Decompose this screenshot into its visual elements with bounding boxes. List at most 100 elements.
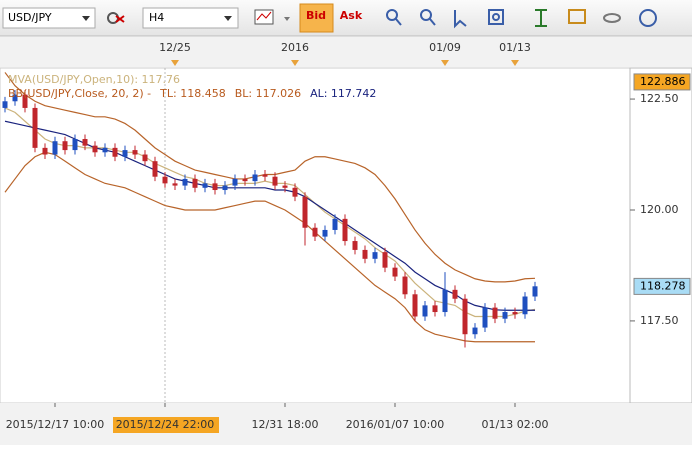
cursor-icon[interactable]: [454, 10, 467, 29]
candle-body: [402, 276, 408, 295]
x-tick-label: 01/13 02:00: [482, 418, 549, 431]
top-date-label: 01/13: [499, 41, 531, 54]
selected-label-bg: [113, 417, 219, 433]
candle-body: [492, 307, 498, 319]
candle-body: [262, 174, 268, 177]
globe-icon[interactable]: [639, 9, 657, 27]
zoom-in-icon[interactable]: [386, 9, 402, 26]
candle-body: [472, 327, 478, 335]
candle-body: [242, 178, 248, 182]
tool-icons: [386, 9, 657, 29]
candle-body: [432, 305, 438, 313]
candle-body: [182, 178, 188, 186]
indicator-line: [4, 72, 536, 283]
date-marker: [291, 60, 299, 66]
candle-body: [422, 305, 428, 317]
y-tick-label: 117.50: [640, 314, 679, 327]
legend-text: BB(USD/JPY,Close, 20, 2) -: [8, 87, 151, 100]
candle-body: [362, 249, 368, 259]
date-marker: [511, 60, 519, 66]
candle-body: [312, 227, 318, 237]
candle-body: [512, 312, 518, 315]
candle-body: [272, 176, 278, 186]
candle-body: [142, 154, 148, 162]
top-date-label: 12/25: [159, 41, 191, 54]
legend-text: AL: 117.742: [310, 87, 376, 100]
chart: 117.50 120.00 122.50 2015/12/17 10:00 2015/1…: [2, 41, 691, 433]
candle-body: [222, 185, 228, 191]
settings-icon[interactable]: [568, 9, 586, 24]
candle-body: [442, 289, 448, 313]
indicator-line: [4, 151, 535, 343]
candle-body: [112, 147, 118, 157]
candle-body: [132, 150, 138, 155]
candle-body: [122, 150, 128, 157]
candle-body: [2, 101, 8, 108]
price-marker-bg: [633, 277, 691, 295]
top-date-label: 2016: [281, 41, 309, 54]
candle-body: [102, 147, 108, 153]
date-strip: [0, 37, 692, 67]
candle-body: [502, 312, 508, 319]
candle-body: [32, 107, 38, 148]
candle-body: [72, 138, 78, 151]
candle-body: [392, 267, 398, 277]
candle-body: [172, 183, 178, 186]
candle-body: [372, 252, 378, 259]
candle-body: [282, 185, 288, 188]
candle-body: [342, 218, 348, 242]
legend-text: TL: 118.458: [159, 87, 226, 100]
candle-body: [292, 187, 298, 197]
x-tick-label: 2015/12/17 10:00: [6, 418, 105, 431]
candle-body: [62, 141, 68, 151]
candle-body: [412, 294, 418, 317]
candle-body: [322, 229, 328, 237]
dropdown-arrow: [284, 17, 290, 21]
indicator-icon[interactable]: [107, 12, 125, 24]
period-select[interactable]: [142, 7, 239, 29]
price-marker: 118.278: [640, 279, 686, 292]
candle-body: [522, 296, 528, 315]
search-icon[interactable]: [488, 9, 504, 25]
x-tick-label: 12/31 18:00: [252, 418, 319, 431]
candle-body: [302, 196, 308, 228]
candle-body: [52, 141, 58, 155]
ask-label: Ask: [340, 9, 363, 22]
legend-text: BL: 117.026: [235, 87, 301, 100]
candle-body: [352, 241, 358, 250]
candle-body: [162, 176, 168, 184]
line-tool-icon[interactable]: [535, 9, 547, 27]
x-tick-label: 2015/12/24 22:00: [116, 418, 215, 431]
candle-body: [382, 252, 388, 268]
candle-body: [212, 183, 218, 191]
y-tick-label: 122.50: [640, 92, 679, 105]
price-marker: 122.886: [640, 75, 686, 88]
candle-body: [482, 307, 488, 328]
x-tick-label: 2016/01/07 10:00: [346, 418, 445, 431]
candle-body: [12, 94, 18, 102]
dropdown-arrow: [82, 16, 90, 21]
date-marker: [171, 60, 179, 66]
chart-type-icon[interactable]: [254, 9, 274, 25]
zoom-out-icon[interactable]: [420, 9, 436, 26]
price-axis: [629, 67, 692, 404]
candle-body: [462, 298, 468, 335]
dropdown-arrow: [224, 16, 232, 21]
y-tick-label: 120.00: [640, 203, 679, 216]
bid-button[interactable]: [299, 3, 334, 33]
eye-icon[interactable]: [603, 13, 621, 23]
toolbar: [0, 0, 692, 36]
price-marker-bg: [633, 73, 691, 91]
top-date-label: 01/09: [429, 41, 461, 54]
candle-body: [192, 178, 198, 188]
candle-body: [22, 94, 28, 108]
candle-body: [332, 218, 338, 230]
symbol-select[interactable]: [2, 7, 96, 29]
candle-body: [452, 289, 458, 299]
bid-label: Bid: [306, 9, 326, 22]
candle-body: [532, 286, 538, 297]
candle-body: [202, 183, 208, 188]
candle-body: [42, 147, 48, 155]
candle-body: [82, 138, 88, 146]
